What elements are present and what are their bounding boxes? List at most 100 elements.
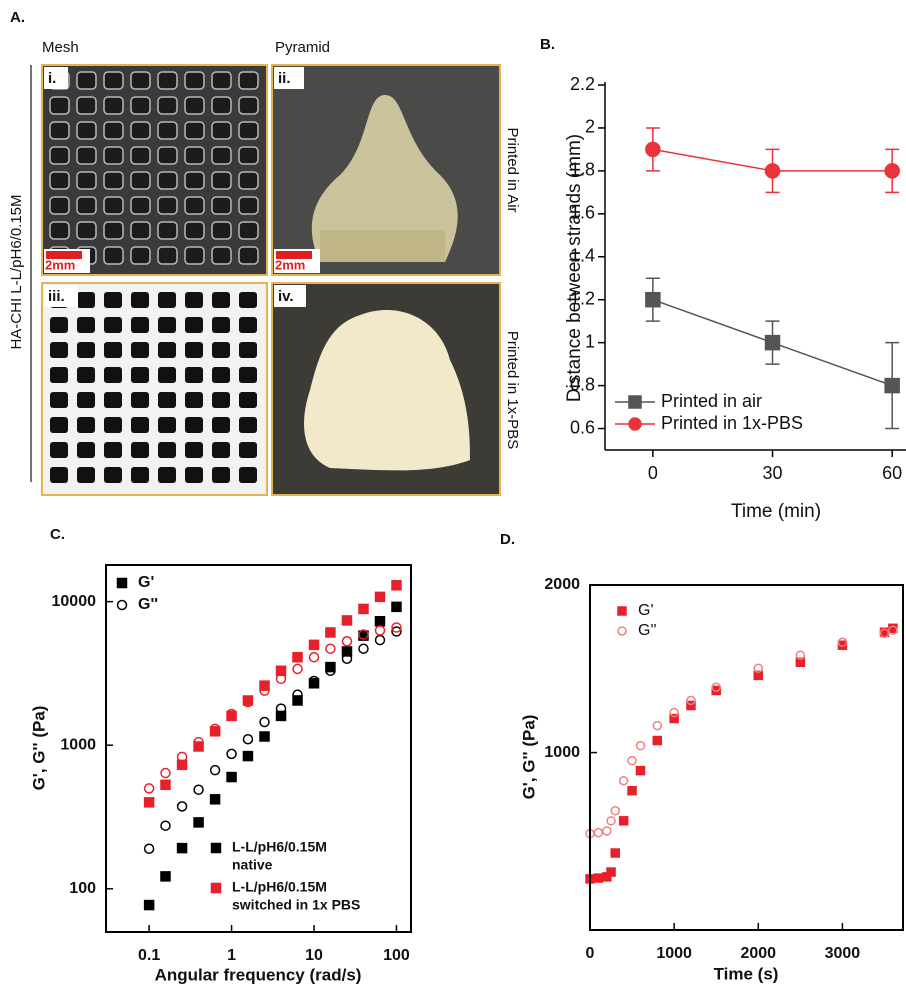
- mesh-cell: [185, 97, 204, 114]
- marker: [243, 735, 252, 744]
- mesh-cell: [77, 72, 96, 89]
- y-axis-label: G', G'' (Pa): [29, 706, 48, 791]
- y-tick-label: 1: [585, 331, 595, 351]
- mesh-cell: [185, 417, 203, 433]
- mesh-cell: [131, 317, 149, 333]
- image-label: iii.: [48, 288, 65, 305]
- y-axis-label: Distance between strands (mm): [564, 134, 585, 402]
- mesh-cell: [104, 247, 123, 264]
- marker: [310, 653, 319, 662]
- mesh-cell: [77, 292, 95, 308]
- mesh-cell: [50, 467, 68, 483]
- legend-marker: [629, 418, 641, 430]
- row-label: HA-CHI L-L/pH6/0.15M: [8, 194, 25, 349]
- mesh-cell: [104, 417, 122, 433]
- mesh-cell: [212, 72, 231, 89]
- mesh-cell: [158, 442, 176, 458]
- mesh-cell: [131, 147, 150, 164]
- figure: A. Mesh Pyramid HA-CHI L-L/pH6/0.15M Pri…: [0, 0, 906, 986]
- y-tick-label: 1000: [544, 744, 580, 761]
- panel-label: B.: [540, 36, 555, 53]
- mesh-cell: [77, 467, 95, 483]
- mesh-cell: [104, 392, 122, 408]
- mesh-cell: [212, 442, 230, 458]
- mesh-cell: [50, 97, 69, 114]
- mesh-cell: [77, 392, 95, 408]
- condition-label: Printed in Air: [504, 127, 521, 212]
- mesh-cell: [158, 317, 176, 333]
- mesh-cell: [239, 367, 257, 383]
- marker: [342, 637, 351, 646]
- mesh-cell: [185, 442, 203, 458]
- mesh-cell: [104, 122, 123, 139]
- mesh-cell: [185, 147, 204, 164]
- x-tick-label: 3000: [825, 945, 861, 962]
- mesh-cell: [158, 172, 177, 189]
- legend-marker: [618, 607, 626, 615]
- mesh-cell: [185, 292, 203, 308]
- marker: [293, 653, 302, 662]
- marker: [375, 636, 384, 645]
- mesh-cell: [239, 292, 257, 308]
- legend-marker: [118, 601, 127, 610]
- marker: [766, 336, 780, 350]
- mesh-cell: [239, 222, 258, 239]
- mesh-cell: [239, 317, 257, 333]
- legend-label: G': [138, 574, 154, 591]
- condition-label: Printed in 1x-PBS: [504, 331, 521, 449]
- mesh-cell: [158, 197, 177, 214]
- marker: [607, 817, 615, 825]
- chart: B.0.60.811.21.41.61.822.203060Time (min)…: [540, 36, 906, 522]
- mesh-cell: [77, 442, 95, 458]
- mesh-cell: [158, 222, 177, 239]
- mesh-cell: [212, 467, 230, 483]
- mesh-cell: [158, 97, 177, 114]
- mesh-cell: [77, 317, 95, 333]
- marker: [342, 616, 351, 625]
- mesh-cell: [185, 342, 203, 358]
- marker: [145, 901, 154, 910]
- marker: [628, 757, 636, 765]
- mesh-cell: [239, 442, 257, 458]
- y-tick-label: 1000: [60, 736, 96, 753]
- chart: D.100020000100020003000Time (s)G', G'' (…: [500, 531, 903, 984]
- marker: [359, 604, 368, 613]
- mesh-cell: [212, 292, 230, 308]
- marker: [293, 664, 302, 673]
- mesh-cell: [239, 342, 257, 358]
- marker: [145, 784, 154, 793]
- x-tick-label: 2000: [740, 945, 776, 962]
- mesh-cell: [50, 392, 68, 408]
- legend-label: L-L/pH6/0.15M: [232, 879, 327, 895]
- mesh-cell: [185, 122, 204, 139]
- mesh-cell: [50, 172, 69, 189]
- mesh-cell: [158, 247, 177, 264]
- marker: [178, 844, 187, 853]
- mesh-cell: [212, 392, 230, 408]
- mesh-cell: [50, 147, 69, 164]
- mesh-cell: [131, 122, 150, 139]
- mesh-cell: [131, 247, 150, 264]
- mesh-cell: [185, 247, 204, 264]
- marker: [653, 722, 661, 730]
- legend-label: G'': [638, 622, 657, 639]
- mesh-cell: [158, 292, 176, 308]
- marker: [611, 807, 619, 815]
- mesh-cell: [185, 317, 203, 333]
- marker: [375, 626, 384, 635]
- mesh-cell: [212, 197, 231, 214]
- x-tick-label: 0: [648, 463, 658, 483]
- marker: [211, 766, 220, 775]
- photo-mesh-air: [42, 65, 267, 275]
- mesh-cell: [131, 97, 150, 114]
- legend-marker: [118, 579, 127, 588]
- mesh-cell: [185, 392, 203, 408]
- x-tick-label: 1000: [656, 945, 692, 962]
- mesh-cell: [185, 197, 204, 214]
- mesh-cell: [212, 317, 230, 333]
- mesh-cell: [239, 392, 257, 408]
- mesh-cell: [131, 72, 150, 89]
- mesh-cell: [212, 147, 231, 164]
- mesh-cell: [212, 122, 231, 139]
- mesh-cell: [158, 122, 177, 139]
